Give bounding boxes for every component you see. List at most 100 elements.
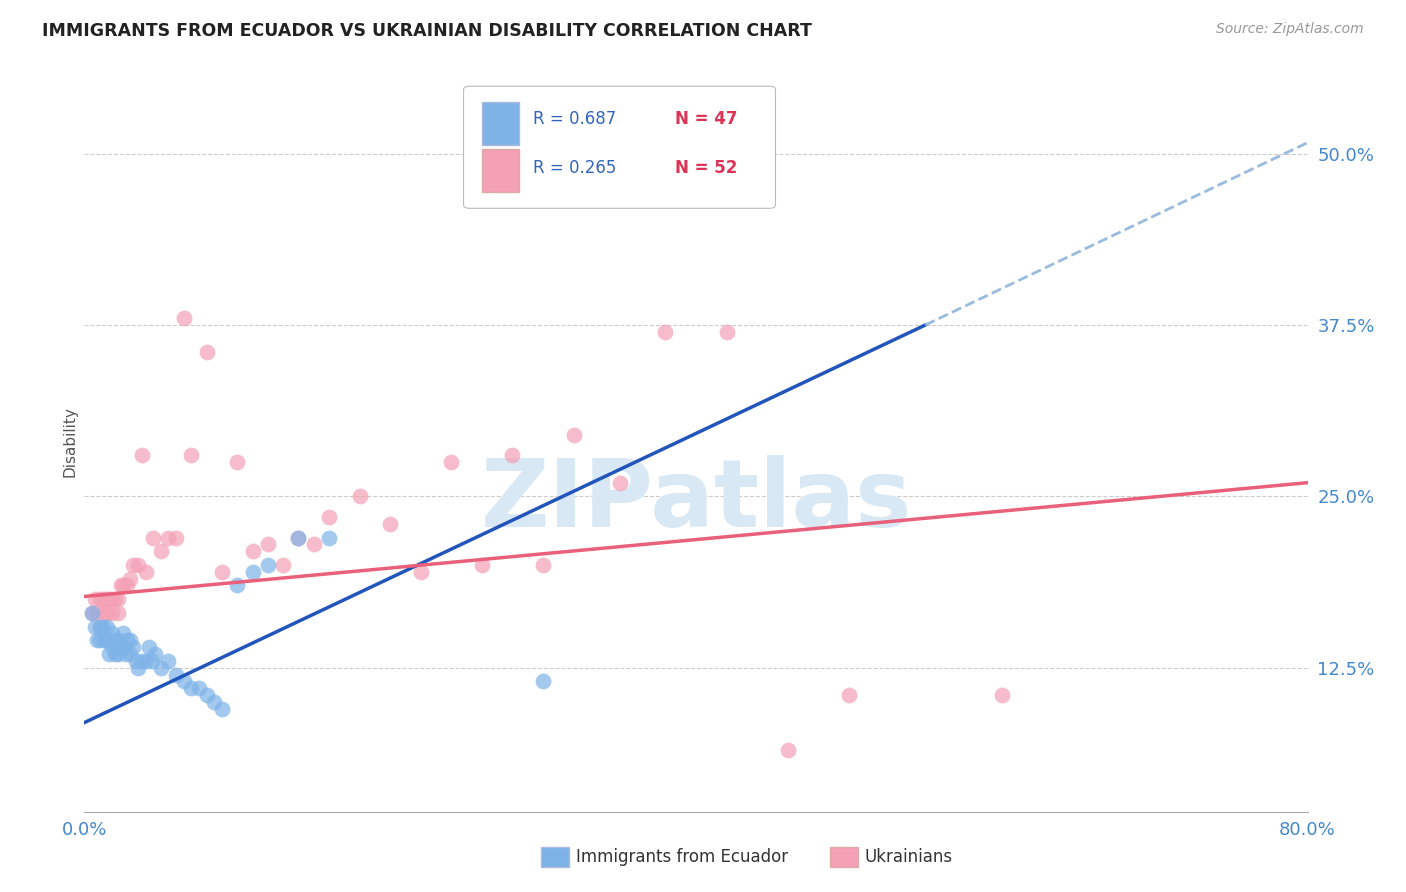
Point	[131, 654, 153, 668]
Point	[188, 681, 211, 696]
Point	[104, 633, 127, 648]
Point	[716, 174, 738, 188]
Text: R = 0.687: R = 0.687	[533, 111, 617, 128]
Point	[143, 647, 166, 661]
Point	[838, 688, 860, 702]
Point	[93, 633, 115, 648]
Point	[242, 544, 264, 558]
Point	[115, 633, 138, 648]
Point	[115, 578, 138, 592]
Point	[138, 640, 160, 655]
Point	[91, 620, 114, 634]
Point	[120, 647, 142, 661]
Point	[257, 558, 280, 572]
Text: Ukrainians: Ukrainians	[865, 848, 953, 866]
Point	[84, 592, 107, 607]
Point	[409, 565, 432, 579]
Point	[380, 516, 402, 531]
Text: R = 0.265: R = 0.265	[533, 159, 617, 177]
Point	[110, 640, 132, 655]
Point	[141, 654, 163, 668]
Point	[226, 455, 249, 469]
Point	[173, 311, 195, 326]
Point	[127, 661, 149, 675]
Point	[89, 592, 111, 607]
Point	[195, 688, 218, 702]
Point	[107, 606, 129, 620]
Point	[110, 578, 132, 592]
Bar	[482, 103, 519, 145]
Point	[86, 606, 108, 620]
Point	[91, 592, 114, 607]
Point	[271, 558, 294, 572]
Point	[318, 510, 340, 524]
Point	[716, 325, 738, 339]
Point	[89, 620, 111, 634]
Point	[287, 531, 309, 545]
Point	[609, 475, 631, 490]
Point	[440, 455, 463, 469]
Point	[202, 695, 225, 709]
Point	[89, 620, 111, 634]
Point	[96, 633, 118, 648]
Point	[120, 572, 142, 586]
Point	[86, 633, 108, 648]
Point	[122, 558, 145, 572]
Point	[107, 592, 129, 607]
Point	[165, 531, 187, 545]
Point	[131, 448, 153, 462]
Point	[101, 626, 124, 640]
Text: Immigrants from Ecuador: Immigrants from Ecuador	[576, 848, 789, 866]
Point	[302, 537, 325, 551]
Point	[149, 544, 172, 558]
Point	[531, 674, 554, 689]
Point	[122, 640, 145, 655]
Point	[135, 565, 157, 579]
Point	[111, 626, 134, 640]
Point	[101, 592, 124, 607]
Point	[195, 345, 218, 359]
Text: ZIPatlas: ZIPatlas	[481, 455, 911, 547]
Point	[107, 647, 129, 661]
Text: N = 52: N = 52	[675, 159, 738, 177]
Point	[120, 633, 142, 648]
Point	[471, 558, 494, 572]
Bar	[482, 149, 519, 192]
FancyBboxPatch shape	[464, 87, 776, 209]
Point	[776, 743, 799, 757]
Point	[562, 427, 585, 442]
Point	[157, 531, 180, 545]
Point	[80, 606, 103, 620]
Point	[114, 647, 136, 661]
Point	[101, 606, 124, 620]
Point	[157, 654, 180, 668]
Point	[211, 702, 233, 716]
Point	[97, 647, 120, 661]
Point	[165, 667, 187, 681]
Point	[149, 661, 172, 675]
Text: Source: ZipAtlas.com: Source: ZipAtlas.com	[1216, 22, 1364, 37]
Point	[107, 633, 129, 648]
Point	[654, 325, 676, 339]
Point	[97, 592, 120, 607]
Point	[125, 654, 148, 668]
Y-axis label: Disability: Disability	[62, 406, 77, 477]
Point	[89, 633, 111, 648]
Point	[226, 578, 249, 592]
Point	[104, 647, 127, 661]
Point	[93, 606, 115, 620]
Point	[111, 640, 134, 655]
Point	[242, 565, 264, 579]
Point	[180, 681, 202, 696]
Point	[211, 565, 233, 579]
Point	[96, 606, 118, 620]
Point	[142, 531, 165, 545]
Point	[287, 531, 309, 545]
Point	[502, 448, 524, 462]
Point	[173, 674, 195, 689]
Point	[349, 489, 371, 503]
Text: IMMIGRANTS FROM ECUADOR VS UKRAINIAN DISABILITY CORRELATION CHART: IMMIGRANTS FROM ECUADOR VS UKRAINIAN DIS…	[42, 22, 813, 40]
Point	[180, 448, 202, 462]
Point	[101, 640, 124, 655]
Point	[135, 654, 157, 668]
